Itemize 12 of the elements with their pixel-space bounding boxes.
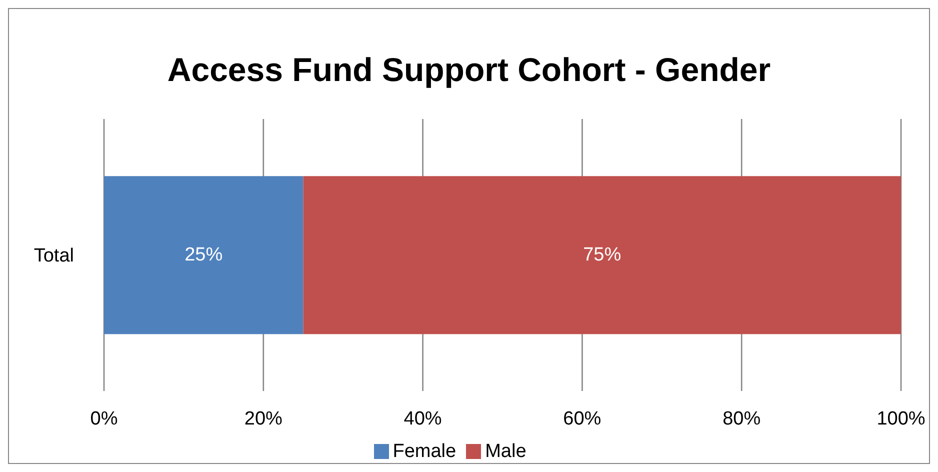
x-tick-label: 0% <box>90 408 118 430</box>
data-label: 25% <box>184 244 223 266</box>
x-tick-label: 40% <box>404 408 442 430</box>
y-tick-label: Total <box>34 246 74 267</box>
x-tick-label: 20% <box>244 408 283 430</box>
x-tick-label: 100% <box>876 408 926 430</box>
x-tick-label: 60% <box>563 408 602 430</box>
x-tick-label: 80% <box>722 408 761 430</box>
chart-title: Access Fund Support Cohort - Gender <box>166 51 772 89</box>
data-label: 75% <box>583 244 622 266</box>
legend-label: Male <box>485 441 526 462</box>
legend-label: Female <box>392 441 456 462</box>
